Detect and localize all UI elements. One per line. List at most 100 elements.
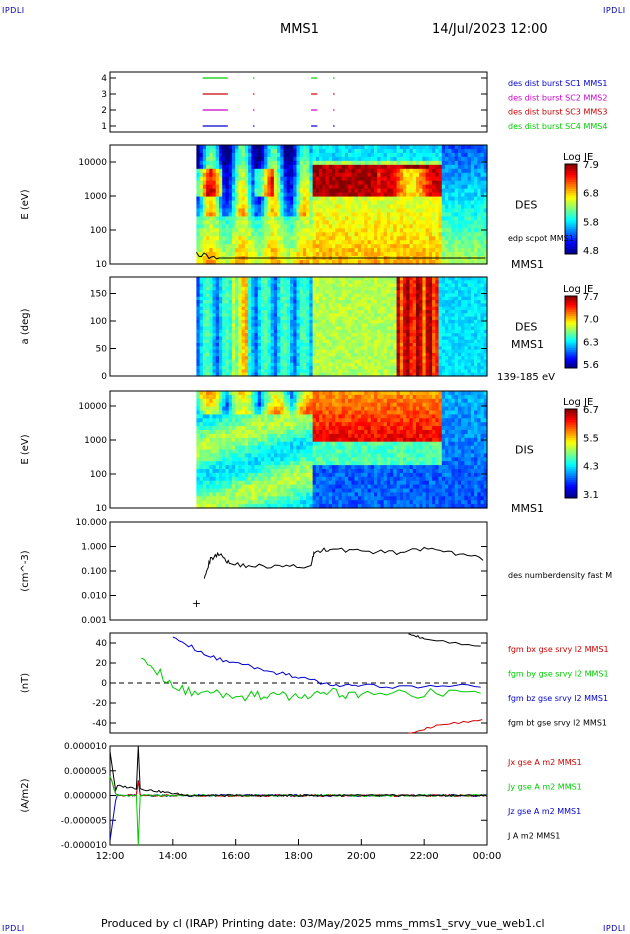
des-pitch-cell — [196, 306, 201, 311]
des-energy-cell — [432, 252, 436, 257]
des-energy-cell — [370, 212, 375, 217]
des-pitch-cell — [370, 319, 375, 324]
des-pitch-cell — [399, 323, 404, 328]
des-pitch-cell — [332, 283, 336, 288]
des-pitch-cell — [406, 310, 411, 314]
des-energy-cell — [367, 152, 372, 158]
des-energy-cell — [290, 232, 294, 237]
des-energy-cell — [445, 152, 449, 158]
des-energy-cell — [441, 172, 446, 178]
des-energy-cell — [315, 204, 320, 210]
des-energy-cell — [244, 164, 249, 170]
des-energy-cell — [228, 228, 233, 233]
des-energy-cell — [470, 145, 475, 150]
des-energy-cell — [238, 156, 243, 162]
des-energy-cell — [325, 148, 330, 154]
des-pitch-cell — [280, 316, 285, 321]
des-pitch-cell — [425, 346, 430, 351]
des-pitch-cell — [422, 280, 427, 285]
des-energy-cell — [399, 196, 404, 202]
des-energy-cell — [483, 248, 488, 253]
des-energy-cell — [218, 188, 223, 194]
des-pitch-cell — [328, 290, 333, 295]
des-energy-cell — [351, 224, 356, 229]
des-pitch-cell — [257, 323, 262, 328]
des-pitch-cell — [348, 346, 352, 351]
des-energy-cell — [212, 184, 217, 190]
des-pitch-cell — [302, 362, 307, 367]
des-energy-cell — [212, 196, 217, 202]
des-pitch-cell — [332, 369, 336, 374]
des-energy-cell — [428, 216, 433, 221]
des-pitch-cell — [280, 356, 285, 361]
des-pitch-cell — [196, 310, 201, 314]
des-energy-cell — [438, 228, 443, 233]
des-energy-cell — [441, 216, 446, 221]
des-energy-cell — [257, 248, 262, 253]
des-pitch-cell — [386, 290, 391, 295]
des-energy-cell — [480, 252, 485, 257]
des-pitch-cell — [199, 296, 204, 301]
des-energy-cell — [344, 192, 349, 198]
des-pitch-cell — [280, 359, 285, 364]
des-energy-cell — [412, 212, 417, 217]
des-pitch-cell — [425, 359, 430, 364]
des-pitch-cell — [238, 329, 243, 334]
des-pitch-cell — [338, 300, 343, 304]
des-energy-cell — [238, 168, 243, 174]
des-energy-cell — [225, 240, 230, 245]
des-energy-cell — [422, 204, 427, 210]
des-pitch-cell — [202, 280, 207, 285]
des-pitch-cell — [199, 359, 204, 364]
des-energy-cell — [354, 196, 359, 202]
des-pitch-cell — [222, 290, 227, 295]
des-pitch-cell — [432, 303, 436, 308]
des-pitch-cell — [209, 349, 214, 354]
des-energy-cell — [432, 156, 436, 162]
des-pitch-cell — [257, 280, 262, 285]
des-energy-colorbar-tick: 5.8 — [583, 217, 599, 228]
des-pitch-cell — [383, 316, 388, 321]
des-pitch-cell — [302, 296, 307, 301]
des-energy-cell — [454, 192, 459, 198]
des-pitch-cell — [409, 296, 414, 301]
des-pitch-cell — [354, 286, 359, 291]
des-energy-cell — [280, 184, 285, 190]
des-energy-cell — [273, 160, 278, 166]
des-energy-cell — [338, 248, 343, 253]
des-energy-cell — [202, 145, 207, 150]
des-pitch-cell — [432, 280, 436, 285]
des-pitch-cell — [241, 349, 246, 354]
des-energy-cell — [257, 212, 262, 217]
des-pitch-cell — [415, 310, 420, 314]
des-energy-cell — [451, 240, 456, 245]
des-pitch-cell — [328, 286, 333, 291]
des-pitch-cell — [257, 336, 262, 341]
des-energy-cell — [293, 252, 298, 257]
des-pitch-cell — [209, 290, 214, 295]
des-energy-cell — [351, 240, 356, 245]
des-energy-cell — [309, 164, 314, 170]
des-energy-cell — [228, 204, 233, 210]
des-energy-cell — [383, 176, 388, 182]
des-pitch-cell — [422, 296, 427, 301]
des-pitch-cell — [403, 316, 407, 321]
des-energy-cell — [415, 216, 420, 221]
des-pitch-cell — [373, 319, 378, 324]
des-pitch-cell — [361, 280, 365, 285]
des-pitch-cell — [396, 323, 401, 328]
des-energy-cell — [244, 244, 249, 249]
des-energy-cell — [474, 244, 478, 249]
des-energy-cell — [280, 172, 285, 178]
des-energy-cell — [393, 168, 398, 174]
des-energy-cell — [415, 204, 420, 210]
des-pitch-cell — [283, 277, 288, 281]
des-pitch-cell — [419, 326, 424, 331]
des-energy-cell — [228, 232, 233, 237]
des-energy-cell — [448, 164, 453, 170]
des-pitch-cell — [386, 283, 391, 288]
des-pitch-cell — [428, 372, 433, 377]
des-pitch-cell — [260, 326, 265, 331]
des-pitch-cell — [206, 359, 210, 364]
des-pitch-cell — [264, 372, 269, 377]
